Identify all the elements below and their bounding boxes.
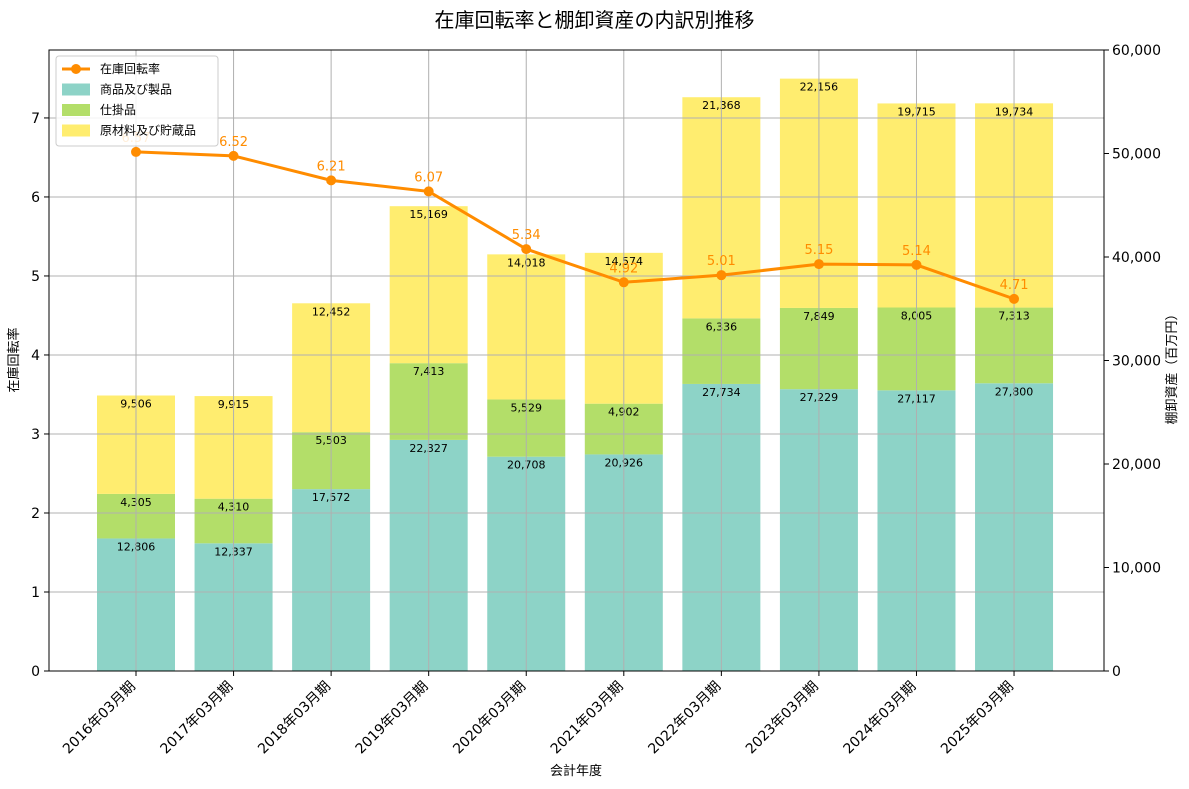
x-tick-label: 2017年03月期 <box>158 679 237 758</box>
x-tick-label: 2025年03月期 <box>938 679 1017 758</box>
rate-marker <box>813 259 824 270</box>
x-tick-label: 2020年03月期 <box>450 679 529 758</box>
legend-color-swatch <box>62 83 90 96</box>
rate-marker <box>228 150 239 161</box>
x-tick-label: 2023年03月期 <box>743 679 822 758</box>
legend-color-swatch <box>62 124 90 137</box>
x-tick-label: 2024年03月期 <box>840 679 919 758</box>
y-left-tick-label: 2 <box>31 506 40 522</box>
bar-series: 12,8064,3059,50612,3374,3109,91517,5725,… <box>97 78 1054 671</box>
y-right-tick-label: 30,000 <box>1112 354 1161 370</box>
rate-line <box>135 150 1015 301</box>
legend-entry-label: 商品及び製品 <box>100 82 172 97</box>
y-right-axis-title: 棚卸資産（百万円） <box>1164 307 1180 424</box>
legend-color-swatch <box>62 104 90 116</box>
y-left-tick-label: 1 <box>31 585 40 601</box>
x-axis-title: 会計年度 <box>550 763 602 779</box>
y-right-tick-label: 40,000 <box>1112 250 1161 266</box>
rate-value-label: 5.01 <box>707 254 736 269</box>
legend-entry-label: 在庫回転率 <box>100 61 160 76</box>
chart-title: 在庫回転率と棚卸資産の内訳別推移 <box>434 8 755 32</box>
x-tick-label: 2018年03月期 <box>255 679 334 758</box>
y-right-tick-label: 20,000 <box>1112 457 1161 473</box>
x-tick-label: 2021年03月期 <box>548 679 627 758</box>
rate-value-label: 6.07 <box>414 170 443 185</box>
rate-value-label: 5.14 <box>902 244 931 259</box>
y-left-axis-title: 在庫回転率 <box>6 327 22 392</box>
y-left-tick-label: 5 <box>31 269 40 285</box>
rate-marker <box>131 146 141 157</box>
legend-marker-swatch <box>71 64 81 74</box>
y-left-tick-label: 0 <box>31 664 40 680</box>
x-tick-label: 2016年03月期 <box>60 679 139 758</box>
y-left-tick-label: 6 <box>31 190 40 206</box>
y-left-tick-label: 7 <box>31 111 40 127</box>
y-right-tick-label: 60,000 <box>1112 43 1161 59</box>
y-left-tick-label: 3 <box>31 427 40 443</box>
rate-marker <box>911 259 922 270</box>
rate-marker <box>521 244 532 255</box>
rate-value-label: 6.21 <box>317 159 346 174</box>
x-tick-label: 2019年03月期 <box>353 679 432 758</box>
rate-value-label: 5.34 <box>512 228 541 243</box>
rate-value-label: 5.15 <box>804 243 833 258</box>
legend-entry-label: 原材料及び貯蔵品 <box>100 124 196 138</box>
rate-marker <box>423 186 434 197</box>
y-right-tick-label: 50,000 <box>1112 147 1161 163</box>
x-tick-label: 2022年03月期 <box>645 679 724 758</box>
rate-value-label: 4.92 <box>609 261 638 276</box>
y-right-tick-label: 0 <box>1112 664 1121 680</box>
legend-entry-label: 仕掛品 <box>100 102 136 117</box>
legend-box <box>55 55 219 147</box>
y-left-tick-label: 4 <box>31 348 40 364</box>
rate-value-label: 6.52 <box>219 135 248 150</box>
y-right-tick-label: 10,000 <box>1112 561 1161 577</box>
rate-marker <box>1009 293 1020 304</box>
rate-marker <box>716 270 727 281</box>
rate-marker <box>326 175 337 186</box>
rate-marker <box>618 277 629 288</box>
rate-value-label: 4.71 <box>1000 278 1029 293</box>
